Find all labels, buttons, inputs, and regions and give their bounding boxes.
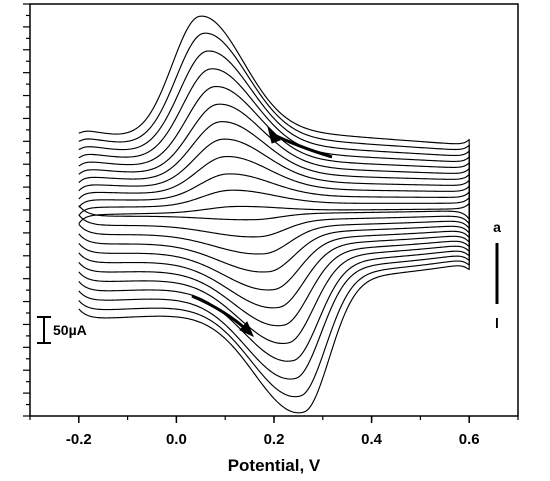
series-first-label: a [493, 219, 501, 235]
annotation-group [191, 126, 333, 337]
series-group [78, 15, 470, 414]
series-last-label: l [495, 315, 499, 331]
reverse-scan-arrow [191, 294, 250, 333]
x-tick-label: 0.2 [264, 431, 285, 448]
x-tick-label: 0.0 [166, 431, 187, 448]
series-order-marker: a l [493, 219, 501, 331]
scale-bar: 50µA [37, 316, 87, 344]
x-tick-label: 0.6 [459, 431, 480, 448]
cv-trace [78, 138, 470, 291]
reverse-arrow-head [239, 321, 254, 337]
plot-frame [29, 3, 519, 417]
y-axis-ticks [23, 3, 30, 417]
cv-trace [78, 15, 470, 414]
forward-arrow-head [267, 126, 281, 144]
x-axis-title: Potential, V [228, 456, 321, 475]
x-tick-label: 0.4 [361, 431, 383, 448]
scale-bar-label: 50µA [53, 322, 87, 338]
cv-trace [78, 121, 470, 309]
cv-trace [78, 50, 470, 380]
x-axis-ticks: -0.2 0.0 0.2 0.4 0.6 [29, 416, 519, 448]
x-tick-label: -0.2 [66, 431, 92, 448]
